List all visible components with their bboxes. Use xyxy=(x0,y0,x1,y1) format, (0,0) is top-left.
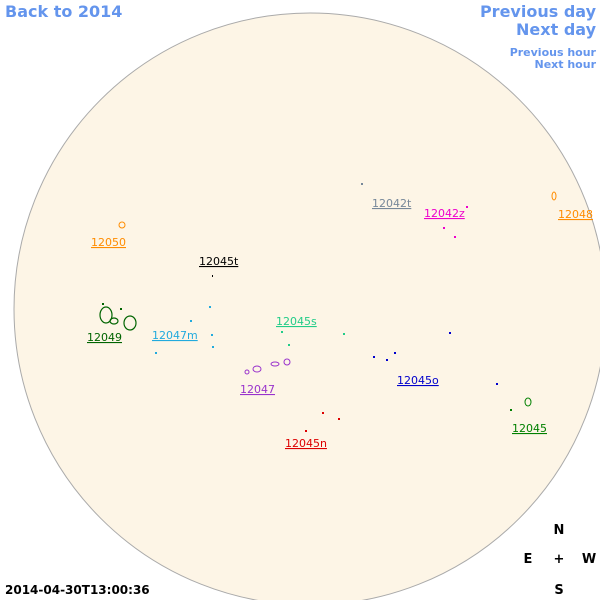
region-label[interactable]: 12045s xyxy=(276,315,317,328)
contour xyxy=(551,191,557,201)
spot xyxy=(102,303,104,305)
spot xyxy=(190,320,192,322)
spot xyxy=(343,333,345,335)
compass: N E + W S xyxy=(524,523,597,598)
compass-south: S xyxy=(554,583,563,598)
spot xyxy=(386,359,388,361)
spot xyxy=(454,236,456,238)
spot xyxy=(212,346,214,348)
region-label[interactable]: 12045t xyxy=(199,255,239,268)
compass-center: + xyxy=(554,552,565,567)
solar-disk xyxy=(13,12,600,600)
region-label[interactable]: 12050 xyxy=(91,236,126,249)
back-link[interactable]: Back to 2014 xyxy=(5,2,122,21)
spot xyxy=(211,334,213,336)
contours xyxy=(99,183,557,432)
spot xyxy=(281,331,283,333)
contour xyxy=(118,221,126,229)
region-label[interactable]: 12045n xyxy=(285,437,327,450)
contour xyxy=(270,361,280,367)
contour xyxy=(123,315,137,331)
region-label[interactable]: 12047m xyxy=(152,329,198,342)
spot xyxy=(322,412,324,414)
region-labels: 12042t 12042z 12048 12050 12045t 12045s … xyxy=(87,197,593,450)
spot xyxy=(443,227,445,229)
spot xyxy=(155,352,157,354)
spot xyxy=(361,183,363,185)
contour xyxy=(252,365,262,373)
region-label[interactable]: 12048 xyxy=(558,208,593,221)
spot xyxy=(288,344,290,346)
contour xyxy=(99,306,113,324)
region-label[interactable]: 12049 xyxy=(87,331,122,344)
spot xyxy=(373,356,375,358)
spot xyxy=(209,306,211,308)
spot xyxy=(305,430,307,432)
region-label[interactable]: 12042t xyxy=(372,197,412,210)
contour xyxy=(109,317,119,325)
contour xyxy=(524,397,532,407)
previous-day-link[interactable]: Previous day xyxy=(480,2,597,21)
spot xyxy=(120,308,122,310)
spot xyxy=(338,418,340,420)
region-label[interactable]: 12042z xyxy=(424,207,465,220)
compass-north: N xyxy=(554,523,565,538)
spot xyxy=(394,352,396,354)
previous-hour-link[interactable]: Previous hour xyxy=(510,46,597,59)
spot xyxy=(466,206,468,208)
contour xyxy=(283,358,291,366)
spot xyxy=(510,409,512,411)
region-label[interactable]: 12045o xyxy=(397,374,439,387)
spot xyxy=(212,275,213,277)
next-day-link[interactable]: Next day xyxy=(516,20,597,39)
compass-west: W xyxy=(582,552,596,567)
spot xyxy=(496,383,498,385)
timestamp: 2014-04-30T13:00:36 xyxy=(5,583,150,597)
compass-east: E xyxy=(524,552,533,567)
region-label[interactable]: 12047 xyxy=(240,383,275,396)
region-label[interactable]: 12045 xyxy=(512,422,547,435)
spot xyxy=(449,332,451,334)
contour xyxy=(244,369,250,375)
next-hour-link[interactable]: Next hour xyxy=(535,58,597,71)
